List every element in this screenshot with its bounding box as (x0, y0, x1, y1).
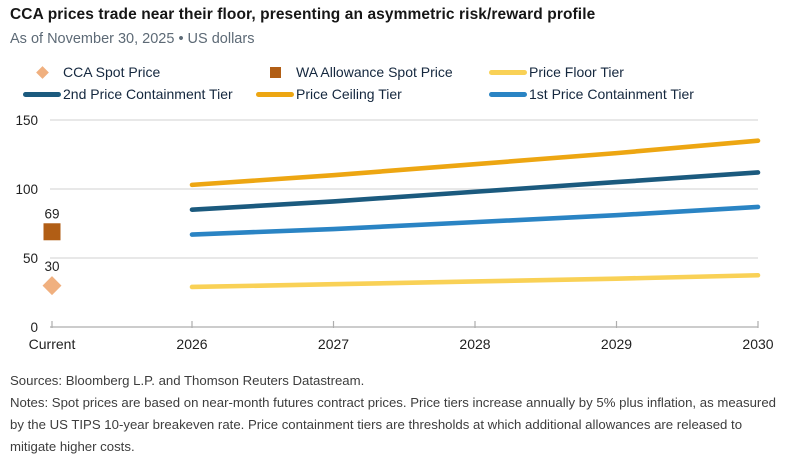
y-tick-label-50: 50 (23, 251, 38, 266)
wa-allowance-square-icon (269, 66, 281, 78)
y-tick-label-100: 100 (15, 182, 38, 197)
legend-item-2nd-price-containment-tier: 2nd Price Containment Tier (23, 86, 256, 102)
legend-item-1st-price-containment-tier: 1st Price Containment Tier (489, 86, 783, 102)
legend-label: CCA Spot Price (63, 64, 161, 80)
series-line-price-ceiling-tier (189, 138, 761, 188)
series-line-2nd-price-containment-tier (189, 170, 761, 212)
series-line-1st-price-containment-tier (189, 204, 761, 237)
legend-item-wa-allowance-spot-price: WA Allowance Spot Price (256, 64, 489, 80)
legend-label: Price Floor Tier (529, 64, 624, 80)
series-line-price-floor-tier (189, 272, 761, 290)
data-label-cca-spot-price: 30 (44, 259, 59, 274)
y-tick-label-0: 0 (30, 320, 38, 335)
chart-footer: Sources: Bloomberg L.P. and Thomson Reut… (10, 370, 790, 454)
x-tick-label-2027: 2027 (318, 336, 349, 352)
x-tick-label-2026: 2026 (176, 336, 207, 352)
data-label-wa-allowance-spot-price: 69 (44, 206, 59, 221)
y-tick-label-150: 150 (15, 113, 38, 128)
legend-item-price-floor-tier: Price Floor Tier (489, 64, 783, 80)
first-containment-line-icon (489, 91, 527, 97)
x-tick-label-2030: 2030 (742, 336, 773, 352)
legend-label: Price Ceiling Tier (296, 86, 402, 102)
legend-label: 1st Price Containment Tier (529, 86, 694, 102)
chart-subtitle: As of November 30, 2025 • US dollars (10, 31, 255, 47)
price-floor-line-icon (489, 69, 527, 75)
sources-text: Sources: Bloomberg L.P. and Thomson Reut… (10, 373, 365, 388)
legend-item-cca-spot-price: CCA Spot Price (23, 64, 256, 80)
notes-text: Notes: Spot prices are based on near-mon… (10, 395, 776, 454)
x-tick-label-2029: 2029 (601, 336, 632, 352)
chart-title: CCA prices trade near their floor, prese… (10, 6, 596, 23)
legend-label: WA Allowance Spot Price (296, 64, 453, 80)
second-containment-line-icon (23, 91, 61, 97)
price-ceiling-line-icon (256, 91, 294, 97)
x-tick-label-current: Current (29, 336, 76, 352)
marker-cca-spot-price (42, 276, 62, 296)
legend-label: 2nd Price Containment Tier (63, 86, 233, 102)
legend: CCA Spot Price WA Allowance Spot Price P… (23, 61, 783, 105)
marker-wa-allowance-spot-price (43, 223, 61, 241)
x-tick-label-2028: 2028 (459, 336, 490, 352)
legend-item-price-ceiling-tier: Price Ceiling Tier (256, 86, 489, 102)
